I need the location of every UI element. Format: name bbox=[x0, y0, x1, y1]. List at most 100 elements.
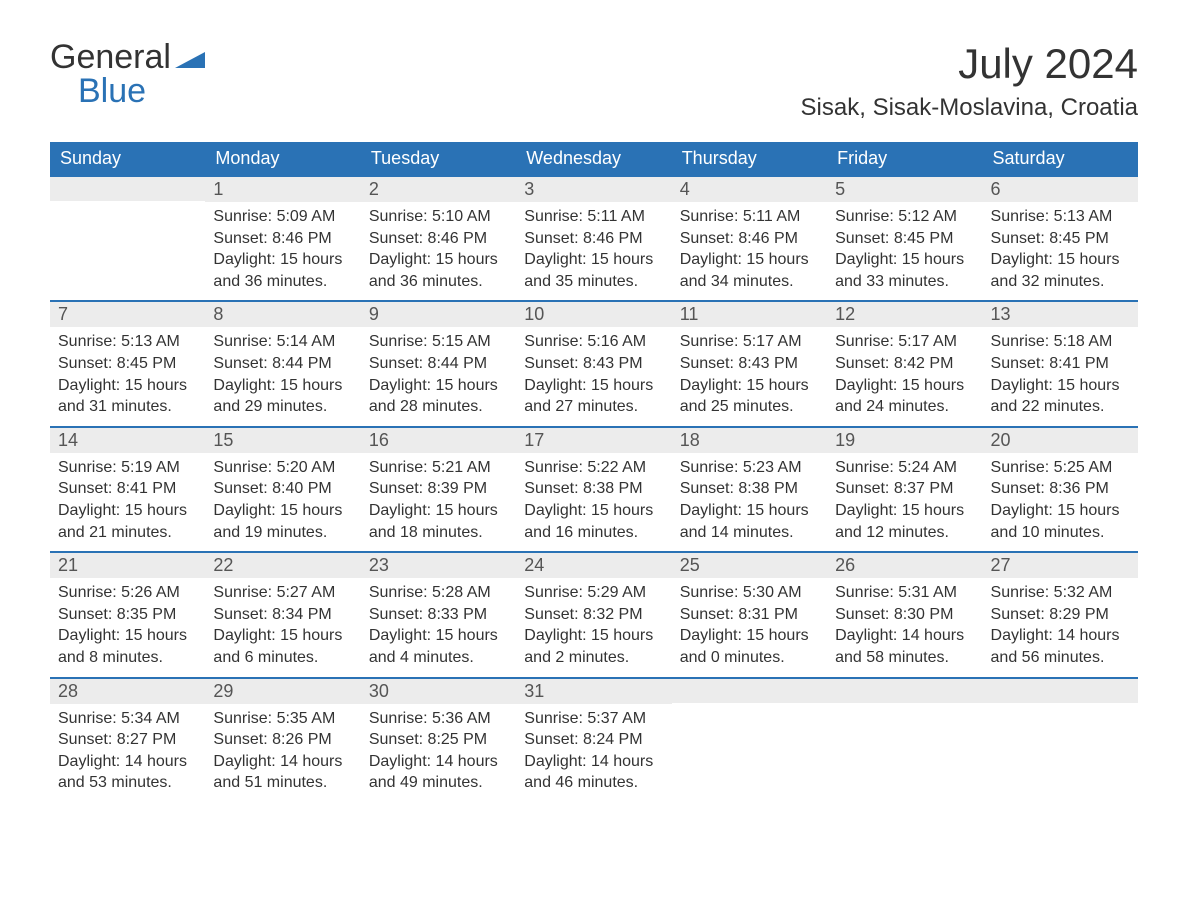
daylight-text: Daylight: 15 hours and 36 minutes. bbox=[369, 249, 508, 292]
calendar-week-row: 21Sunrise: 5:26 AMSunset: 8:35 PMDayligh… bbox=[50, 551, 1138, 676]
calendar-thead: Sunday Monday Tuesday Wednesday Thursday… bbox=[50, 142, 1138, 175]
daylight-text: Daylight: 15 hours and 18 minutes. bbox=[369, 500, 508, 543]
day-body: Sunrise: 5:23 AMSunset: 8:38 PMDaylight:… bbox=[672, 453, 827, 551]
day-body: Sunrise: 5:29 AMSunset: 8:32 PMDaylight:… bbox=[516, 578, 671, 676]
day-body: Sunrise: 5:17 AMSunset: 8:43 PMDaylight:… bbox=[672, 327, 827, 425]
calendar-day-cell: 30Sunrise: 5:36 AMSunset: 8:25 PMDayligh… bbox=[361, 677, 516, 802]
calendar-week-row: 1Sunrise: 5:09 AMSunset: 8:46 PMDaylight… bbox=[50, 175, 1138, 300]
calendar-day-cell: 12Sunrise: 5:17 AMSunset: 8:42 PMDayligh… bbox=[827, 300, 982, 425]
daylight-text: Daylight: 15 hours and 36 minutes. bbox=[213, 249, 352, 292]
day-number: 5 bbox=[827, 175, 982, 202]
calendar-day-cell: 2Sunrise: 5:10 AMSunset: 8:46 PMDaylight… bbox=[361, 175, 516, 300]
sunrise-text: Sunrise: 5:20 AM bbox=[213, 457, 352, 479]
sunset-text: Sunset: 8:32 PM bbox=[524, 604, 663, 626]
calendar-table: Sunday Monday Tuesday Wednesday Thursday… bbox=[50, 142, 1138, 802]
sunrise-text: Sunrise: 5:22 AM bbox=[524, 457, 663, 479]
day-body: Sunrise: 5:37 AMSunset: 8:24 PMDaylight:… bbox=[516, 704, 671, 802]
sunrise-text: Sunrise: 5:28 AM bbox=[369, 582, 508, 604]
sunset-text: Sunset: 8:45 PM bbox=[835, 228, 974, 250]
sunrise-text: Sunrise: 5:11 AM bbox=[524, 206, 663, 228]
sunrise-text: Sunrise: 5:29 AM bbox=[524, 582, 663, 604]
sunrise-text: Sunrise: 5:13 AM bbox=[991, 206, 1130, 228]
sunrise-text: Sunrise: 5:30 AM bbox=[680, 582, 819, 604]
day-body bbox=[827, 703, 982, 715]
daylight-text: Daylight: 15 hours and 19 minutes. bbox=[213, 500, 352, 543]
day-number: 11 bbox=[672, 300, 827, 327]
sunrise-text: Sunrise: 5:16 AM bbox=[524, 331, 663, 353]
sunset-text: Sunset: 8:37 PM bbox=[835, 478, 974, 500]
sunset-text: Sunset: 8:46 PM bbox=[524, 228, 663, 250]
sunset-text: Sunset: 8:31 PM bbox=[680, 604, 819, 626]
calendar-day-cell: 4Sunrise: 5:11 AMSunset: 8:46 PMDaylight… bbox=[672, 175, 827, 300]
day-body: Sunrise: 5:11 AMSunset: 8:46 PMDaylight:… bbox=[672, 202, 827, 300]
sunset-text: Sunset: 8:43 PM bbox=[524, 353, 663, 375]
weekday-header: Saturday bbox=[983, 142, 1138, 175]
sunset-text: Sunset: 8:42 PM bbox=[835, 353, 974, 375]
daylight-text: Daylight: 15 hours and 28 minutes. bbox=[369, 375, 508, 418]
day-body bbox=[983, 703, 1138, 715]
day-body: Sunrise: 5:14 AMSunset: 8:44 PMDaylight:… bbox=[205, 327, 360, 425]
calendar-day-cell: 16Sunrise: 5:21 AMSunset: 8:39 PMDayligh… bbox=[361, 426, 516, 551]
calendar-day-cell: 6Sunrise: 5:13 AMSunset: 8:45 PMDaylight… bbox=[983, 175, 1138, 300]
sunset-text: Sunset: 8:25 PM bbox=[369, 729, 508, 751]
sunrise-text: Sunrise: 5:17 AM bbox=[835, 331, 974, 353]
location-subtitle: Sisak, Sisak-Moslavina, Croatia bbox=[801, 94, 1138, 122]
sunset-text: Sunset: 8:41 PM bbox=[991, 353, 1130, 375]
sunset-text: Sunset: 8:30 PM bbox=[835, 604, 974, 626]
weekday-header: Thursday bbox=[672, 142, 827, 175]
day-number: 24 bbox=[516, 551, 671, 578]
day-body: Sunrise: 5:34 AMSunset: 8:27 PMDaylight:… bbox=[50, 704, 205, 802]
day-body: Sunrise: 5:30 AMSunset: 8:31 PMDaylight:… bbox=[672, 578, 827, 676]
daylight-text: Daylight: 15 hours and 16 minutes. bbox=[524, 500, 663, 543]
daylight-text: Daylight: 15 hours and 25 minutes. bbox=[680, 375, 819, 418]
day-body: Sunrise: 5:25 AMSunset: 8:36 PMDaylight:… bbox=[983, 453, 1138, 551]
day-body: Sunrise: 5:24 AMSunset: 8:37 PMDaylight:… bbox=[827, 453, 982, 551]
day-number: 29 bbox=[205, 677, 360, 704]
sunrise-text: Sunrise: 5:11 AM bbox=[680, 206, 819, 228]
calendar-day-cell: 15Sunrise: 5:20 AMSunset: 8:40 PMDayligh… bbox=[205, 426, 360, 551]
calendar-day-cell: 19Sunrise: 5:24 AMSunset: 8:37 PMDayligh… bbox=[827, 426, 982, 551]
calendar-day-cell: 17Sunrise: 5:22 AMSunset: 8:38 PMDayligh… bbox=[516, 426, 671, 551]
day-body: Sunrise: 5:36 AMSunset: 8:25 PMDaylight:… bbox=[361, 704, 516, 802]
daylight-text: Daylight: 15 hours and 6 minutes. bbox=[213, 625, 352, 668]
day-number: 26 bbox=[827, 551, 982, 578]
day-body: Sunrise: 5:18 AMSunset: 8:41 PMDaylight:… bbox=[983, 327, 1138, 425]
calendar-day-cell: 21Sunrise: 5:26 AMSunset: 8:35 PMDayligh… bbox=[50, 551, 205, 676]
daylight-text: Daylight: 15 hours and 8 minutes. bbox=[58, 625, 197, 668]
calendar-week-row: 28Sunrise: 5:34 AMSunset: 8:27 PMDayligh… bbox=[50, 677, 1138, 802]
daylight-text: Daylight: 15 hours and 33 minutes. bbox=[835, 249, 974, 292]
day-body: Sunrise: 5:12 AMSunset: 8:45 PMDaylight:… bbox=[827, 202, 982, 300]
day-number: 17 bbox=[516, 426, 671, 453]
day-number: 4 bbox=[672, 175, 827, 202]
sunrise-text: Sunrise: 5:25 AM bbox=[991, 457, 1130, 479]
calendar-day-cell: 5Sunrise: 5:12 AMSunset: 8:45 PMDaylight… bbox=[827, 175, 982, 300]
sunrise-text: Sunrise: 5:09 AM bbox=[213, 206, 352, 228]
daylight-text: Daylight: 14 hours and 51 minutes. bbox=[213, 751, 352, 794]
daylight-text: Daylight: 15 hours and 24 minutes. bbox=[835, 375, 974, 418]
calendar-day-cell: 26Sunrise: 5:31 AMSunset: 8:30 PMDayligh… bbox=[827, 551, 982, 676]
sunset-text: Sunset: 8:44 PM bbox=[369, 353, 508, 375]
calendar-day-cell: 7Sunrise: 5:13 AMSunset: 8:45 PMDaylight… bbox=[50, 300, 205, 425]
sunrise-text: Sunrise: 5:26 AM bbox=[58, 582, 197, 604]
sunrise-text: Sunrise: 5:14 AM bbox=[213, 331, 352, 353]
sunrise-text: Sunrise: 5:12 AM bbox=[835, 206, 974, 228]
sunrise-text: Sunrise: 5:35 AM bbox=[213, 708, 352, 730]
calendar-day-cell: 28Sunrise: 5:34 AMSunset: 8:27 PMDayligh… bbox=[50, 677, 205, 802]
daylight-text: Daylight: 15 hours and 35 minutes. bbox=[524, 249, 663, 292]
daylight-text: Daylight: 15 hours and 29 minutes. bbox=[213, 375, 352, 418]
sunset-text: Sunset: 8:46 PM bbox=[369, 228, 508, 250]
day-body: Sunrise: 5:28 AMSunset: 8:33 PMDaylight:… bbox=[361, 578, 516, 676]
calendar-week-row: 7Sunrise: 5:13 AMSunset: 8:45 PMDaylight… bbox=[50, 300, 1138, 425]
day-number: 22 bbox=[205, 551, 360, 578]
calendar-tbody: 1Sunrise: 5:09 AMSunset: 8:46 PMDaylight… bbox=[50, 175, 1138, 802]
sunrise-text: Sunrise: 5:18 AM bbox=[991, 331, 1130, 353]
daylight-text: Daylight: 15 hours and 2 minutes. bbox=[524, 625, 663, 668]
day-body: Sunrise: 5:15 AMSunset: 8:44 PMDaylight:… bbox=[361, 327, 516, 425]
day-body: Sunrise: 5:20 AMSunset: 8:40 PMDaylight:… bbox=[205, 453, 360, 551]
daylight-text: Daylight: 15 hours and 10 minutes. bbox=[991, 500, 1130, 543]
calendar-day-cell: 22Sunrise: 5:27 AMSunset: 8:34 PMDayligh… bbox=[205, 551, 360, 676]
day-body: Sunrise: 5:27 AMSunset: 8:34 PMDaylight:… bbox=[205, 578, 360, 676]
calendar-day-cell: 3Sunrise: 5:11 AMSunset: 8:46 PMDaylight… bbox=[516, 175, 671, 300]
day-number: 14 bbox=[50, 426, 205, 453]
day-number: 23 bbox=[361, 551, 516, 578]
